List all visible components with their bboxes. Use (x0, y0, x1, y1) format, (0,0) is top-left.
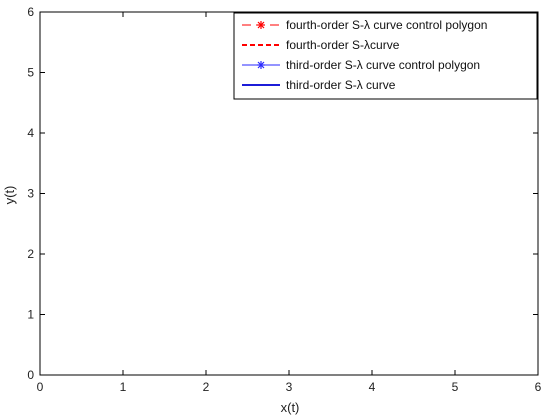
y-tick-label: 6 (27, 5, 34, 19)
y-tick-label: 3 (27, 187, 34, 201)
x-tick-label: 6 (535, 380, 542, 394)
legend: fourth-order S-λ curve control polygon fo… (233, 12, 538, 100)
x-tick-label: 3 (286, 380, 293, 394)
legend-marker-3 (257, 61, 265, 69)
y-tick-label: 1 (27, 308, 34, 322)
star-stroke (257, 21, 265, 29)
legend-entry-4: third-order S-λ curve (286, 78, 396, 92)
y-tick-label: 4 (27, 126, 34, 140)
x-tick-label: 0 (37, 380, 44, 394)
y-axis-label: y(t) (2, 186, 17, 205)
y-tick-label: 0 (27, 368, 34, 382)
x-tick-label: 5 (452, 380, 459, 394)
legend-marker-1 (257, 21, 265, 29)
x-tick-label: 2 (203, 380, 210, 394)
legend-entry-2: fourth-order S-λcurve (286, 38, 400, 52)
x-tick-label: 4 (369, 380, 376, 394)
legend-entry-3: third-order S-λ curve control polygon (286, 58, 480, 72)
y-tick-label: 2 (27, 247, 34, 261)
x-axis-label: x(t) (281, 400, 300, 415)
star-stroke (257, 61, 265, 69)
x-tick-label: 1 (120, 380, 127, 394)
legend-entry-1: fourth-order S-λ curve control polygon (286, 18, 487, 32)
y-tick-label: 5 (27, 66, 34, 80)
legend-box (233, 12, 538, 100)
